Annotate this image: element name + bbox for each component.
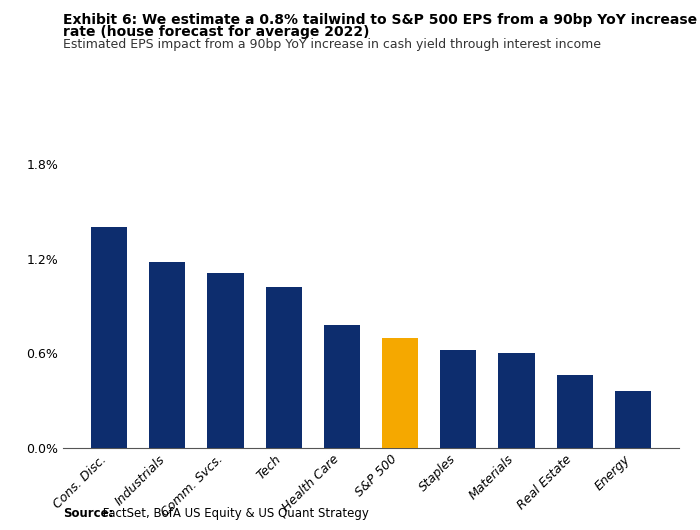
Text: Estimated EPS impact from a 90bp YoY increase in cash yield through interest inc: Estimated EPS impact from a 90bp YoY inc… [63, 38, 601, 51]
Text: rate (house forecast for average 2022): rate (house forecast for average 2022) [63, 25, 370, 39]
Bar [556, 375, 593, 448]
Bar [440, 350, 477, 448]
Bar [615, 391, 651, 448]
Bar [324, 325, 360, 448]
Bar [382, 338, 418, 448]
Bar [498, 354, 535, 448]
Bar [149, 262, 186, 448]
Text: Source:: Source: [63, 507, 113, 520]
Bar [265, 287, 302, 448]
Text: FactSet, BofA US Equity & US Quant Strategy: FactSet, BofA US Equity & US Quant Strat… [99, 507, 370, 520]
Bar [207, 273, 244, 448]
Text: Exhibit 6: We estimate a 0.8% tailwind to S&P 500 EPS from a 90bp YoY increase i: Exhibit 6: We estimate a 0.8% tailwind t… [63, 13, 700, 27]
Bar [91, 227, 127, 448]
